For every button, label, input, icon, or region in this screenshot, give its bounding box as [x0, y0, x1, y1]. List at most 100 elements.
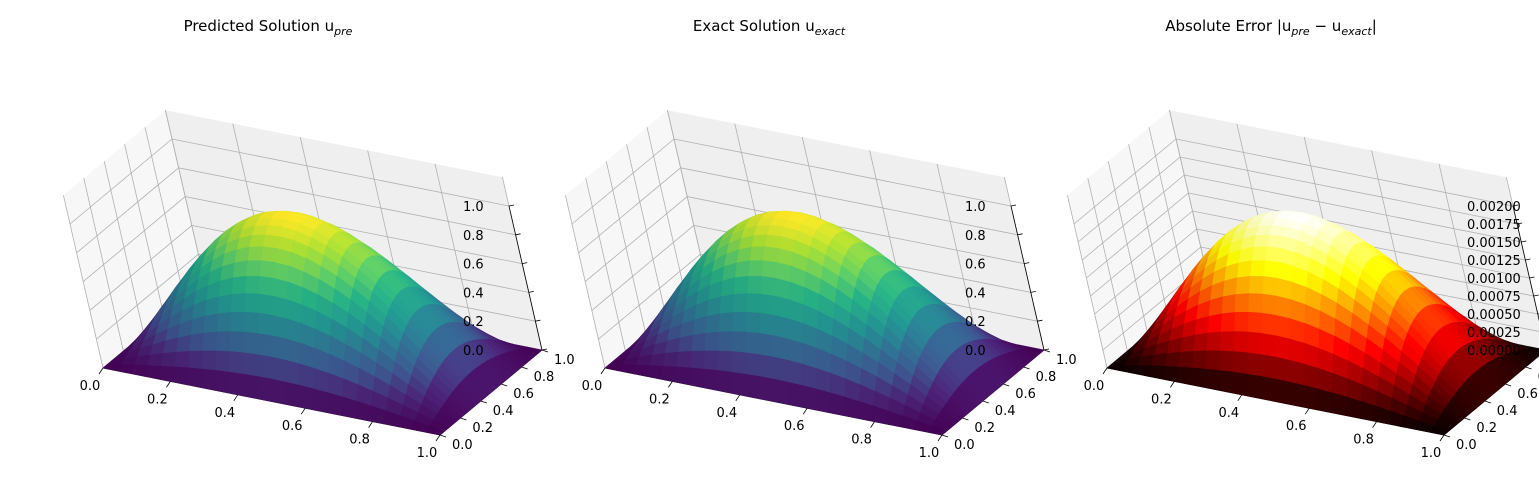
surface-patch — [232, 260, 249, 279]
y-tick-mark — [460, 417, 467, 421]
surface-patch — [764, 234, 782, 249]
y-tick-label: 1.0 — [1056, 353, 1077, 368]
surface-patch — [257, 312, 273, 337]
surface — [102, 210, 543, 436]
z-tick-mark — [535, 319, 541, 322]
surface-patch — [690, 350, 706, 370]
surface-patch — [1178, 350, 1195, 369]
surface-patch — [271, 335, 287, 361]
surface-patch — [257, 333, 272, 358]
surface-patch — [773, 378, 788, 405]
surface-patch — [186, 367, 203, 388]
y-tick-label: 0.4 — [493, 404, 514, 419]
surface-patch — [216, 331, 231, 352]
surface-patch — [1317, 388, 1333, 414]
surface-patch — [285, 338, 301, 365]
surface-patch — [732, 293, 748, 313]
surface-patch — [746, 293, 762, 314]
y-tick-label: 0.2 — [472, 421, 493, 436]
x-tick-label: 0.8 — [1353, 433, 1374, 448]
surface-patch — [1275, 378, 1290, 405]
surface-patch — [216, 312, 232, 333]
surface-patch — [258, 276, 274, 297]
surface-patch — [1275, 335, 1291, 361]
surface-patch — [1429, 425, 1449, 436]
surface-patch — [257, 293, 273, 316]
x-tick-label: 1.0 — [417, 446, 438, 461]
surface-patch — [1275, 314, 1291, 340]
y-tick-label: 0.0 — [1456, 438, 1477, 453]
x-tick-mark — [600, 367, 606, 375]
surface-patch — [257, 376, 272, 402]
plot-title-exact: Exact Solution uexact — [693, 17, 846, 38]
surface-patch — [705, 313, 721, 334]
x-tick-mark — [1372, 421, 1377, 428]
x-tick-label: 0.0 — [80, 379, 101, 394]
surface-patch — [1206, 331, 1222, 352]
y-tick-mark — [1525, 366, 1532, 370]
z-tick-mark — [1525, 258, 1531, 261]
surface-patch — [732, 311, 747, 333]
surface-patch — [1247, 373, 1262, 400]
z-tick-label: 0.00025 — [1467, 326, 1521, 341]
surface-patch — [230, 293, 246, 313]
surface-patch — [761, 260, 778, 279]
z-tick-label: 0.2 — [463, 315, 484, 330]
z-tick-label: 1.0 — [965, 200, 986, 215]
surface-patch — [247, 246, 264, 262]
surface-patch — [271, 378, 286, 405]
surface-patch — [244, 293, 260, 314]
x-tick-mark — [1102, 367, 1108, 375]
z-tick-mark — [1529, 276, 1535, 279]
x-tick-mark — [98, 367, 104, 375]
surface-patch — [691, 332, 707, 352]
y-tick-label: 0.8 — [1538, 370, 1539, 385]
x-tick-mark — [233, 394, 239, 402]
surface-patch — [243, 352, 258, 377]
y-tick-mark — [480, 400, 487, 404]
z-tick-mark — [1030, 291, 1036, 293]
surface-patch — [1233, 371, 1248, 397]
surface-patch — [271, 314, 287, 340]
y-tick-label: 0.8 — [1036, 370, 1057, 385]
x-tick-mark — [1170, 381, 1175, 388]
z-tick-label: 0.8 — [463, 229, 484, 244]
surface-patch — [1162, 365, 1180, 383]
z-tick-mark — [1017, 233, 1023, 236]
x-tick-label: 1.0 — [919, 446, 940, 461]
surface-patch — [759, 293, 775, 316]
subplot-exact: Exact Solution uexact 0.00.20.40.60.81.0… — [565, 17, 1077, 461]
surface-patch — [158, 365, 176, 383]
z-tick-label: 0.6 — [463, 258, 484, 273]
x-tick-mark — [937, 434, 943, 442]
surface-patch — [230, 311, 245, 333]
z-tick-mark — [508, 204, 515, 207]
x-tick-label: 0.4 — [716, 406, 737, 421]
surface-patch — [760, 276, 776, 297]
surface-patch — [1247, 352, 1262, 377]
x-tick-label: 0.6 — [282, 419, 303, 434]
z-tick-label: 0.4 — [463, 286, 484, 301]
surface-patch — [1221, 294, 1237, 315]
surface-patch — [1248, 293, 1264, 314]
x-tick-mark — [300, 407, 306, 415]
y-tick-label: 0.2 — [1476, 421, 1497, 436]
surface-patch — [1234, 293, 1250, 313]
surface-patch — [1261, 333, 1276, 358]
z-tick-mark — [515, 233, 521, 236]
surface-patch — [231, 275, 247, 295]
z-tick-label: 0.0 — [965, 344, 986, 359]
surface-patch — [262, 234, 280, 249]
surface-patch — [1289, 338, 1305, 365]
z-tick-label: 0.00075 — [1467, 290, 1521, 305]
surface-patch — [759, 333, 774, 358]
y-tick-label: 0.6 — [1517, 387, 1538, 402]
y-tick-label: 0.0 — [954, 438, 975, 453]
x-tick-label: 0.4 — [1218, 406, 1239, 421]
surface-patch — [425, 425, 445, 436]
x-tick-label: 0.6 — [1286, 419, 1307, 434]
surface — [604, 210, 1045, 436]
x-tick-mark — [735, 394, 741, 402]
surface-patch — [704, 331, 720, 352]
y-tick-mark — [521, 366, 528, 370]
